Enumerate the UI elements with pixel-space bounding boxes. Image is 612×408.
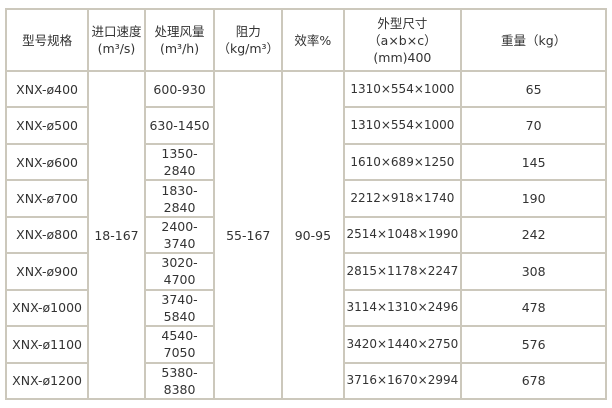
header-flow: 处理风量 (m³/h) — [143, 8, 216, 72]
cell-flow: 4540- 7050 — [143, 325, 216, 364]
spec-table: 型号规格 进口速度 (m³/s) 处理风量 (m³/h) 阻力 （kg/m³） 效率% 外型尺寸… — [4, 8, 607, 400]
cell-model: XNX-ø1100 — [4, 325, 90, 364]
cell-weight: 678 — [460, 361, 607, 400]
header-resistance: 阻力 （kg/m³） — [213, 8, 284, 72]
cell-weight: 576 — [460, 325, 607, 364]
cell-resistance: 55-167 — [213, 70, 284, 400]
header-inlet-speed: 进口速度 (m³/s) — [87, 8, 146, 72]
cell-dimensions: 3114×1310×2496 — [342, 288, 463, 328]
cell-weight: 65 — [460, 69, 607, 109]
header-weight: 重量（kg） — [460, 8, 607, 72]
cell-weight: 242 — [460, 215, 607, 255]
cell-model: XNX-ø700 — [4, 179, 90, 218]
cell-model: XNX-ø500 — [4, 106, 90, 145]
cell-inlet-speed: 18-167 — [87, 70, 146, 400]
table-row: XNX-ø1000 3740- 5840 3114×1310×2496 478 — [4, 288, 607, 328]
header-model: 型号规格 — [4, 8, 90, 72]
cell-model: XNX-ø1200 — [4, 361, 90, 400]
cell-flow: 1830- 2840 — [143, 179, 216, 218]
table-row: XNX-ø900 3020- 4700 2815×1178×2247 308 — [4, 252, 607, 291]
table-row: XNX-ø1100 4540- 7050 3420×1440×2750 576 — [4, 325, 607, 364]
cell-dimensions: 3420×1440×2750 — [342, 325, 463, 364]
header-efficiency: 效率% — [281, 8, 345, 72]
cell-dimensions: 2815×1178×2247 — [342, 252, 463, 291]
cell-weight: 190 — [460, 179, 607, 218]
header-row: 型号规格 进口速度 (m³/s) 处理风量 (m³/h) 阻力 （kg/m³） 效率% 外型尺寸… — [4, 8, 607, 72]
cell-dimensions: 1310×554×1000 — [342, 69, 463, 109]
cell-weight: 70 — [460, 106, 607, 145]
table-row: XNX-ø700 1830- 2840 2212×918×1740 190 — [4, 179, 607, 218]
cell-weight: 478 — [460, 288, 607, 328]
cell-flow: 630-1450 — [143, 106, 216, 145]
cell-dimensions: 1310×554×1000 — [342, 106, 463, 145]
cell-dimensions: 2514×1048×1990 — [342, 215, 463, 255]
cell-flow: 600-930 — [143, 69, 216, 109]
header-dimensions: 外型尺寸 （a×b×c） (mm)400 — [342, 8, 463, 72]
table-row: XNX-ø800 2400- 3740 2514×1048×1990 242 — [4, 215, 607, 255]
cell-flow: 3020- 4700 — [143, 252, 216, 291]
table-row: XNX-ø1200 5380- 8380 3716×1670×2994 678 — [4, 361, 607, 400]
table-row: XNX-ø500 630-1450 1310×554×1000 70 — [4, 106, 607, 145]
table-row: XNX-ø400 18-167 600-930 55-167 90-95 1310×554… — [4, 69, 607, 400]
cell-weight: 145 — [460, 142, 607, 182]
cell-model: XNX-ø1000 — [4, 288, 90, 328]
cell-flow: 3740- 5840 — [143, 288, 216, 328]
cell-model: XNX-ø800 — [4, 215, 90, 255]
cell-dimensions: 3716×1670×2994 — [342, 361, 463, 400]
cell-weight: 308 — [460, 252, 607, 291]
cell-dimensions: 2212×918×1740 — [342, 179, 463, 218]
cell-model: XNX-ø600 — [4, 142, 90, 182]
cell-model: XNX-ø400 — [4, 69, 90, 109]
cell-model: XNX-ø900 — [4, 252, 90, 291]
cell-flow: 5380- 8380 — [143, 361, 216, 400]
cell-flow: 1350- 2840 — [143, 142, 216, 182]
cell-flow: 2400- 3740 — [143, 215, 216, 255]
cell-dimensions: 1610×689×1250 — [342, 142, 463, 182]
cell-efficiency: 90-95 — [281, 70, 345, 400]
table-row: XNX-ø600 1350- 2840 1610×689×1250 145 — [4, 142, 607, 182]
